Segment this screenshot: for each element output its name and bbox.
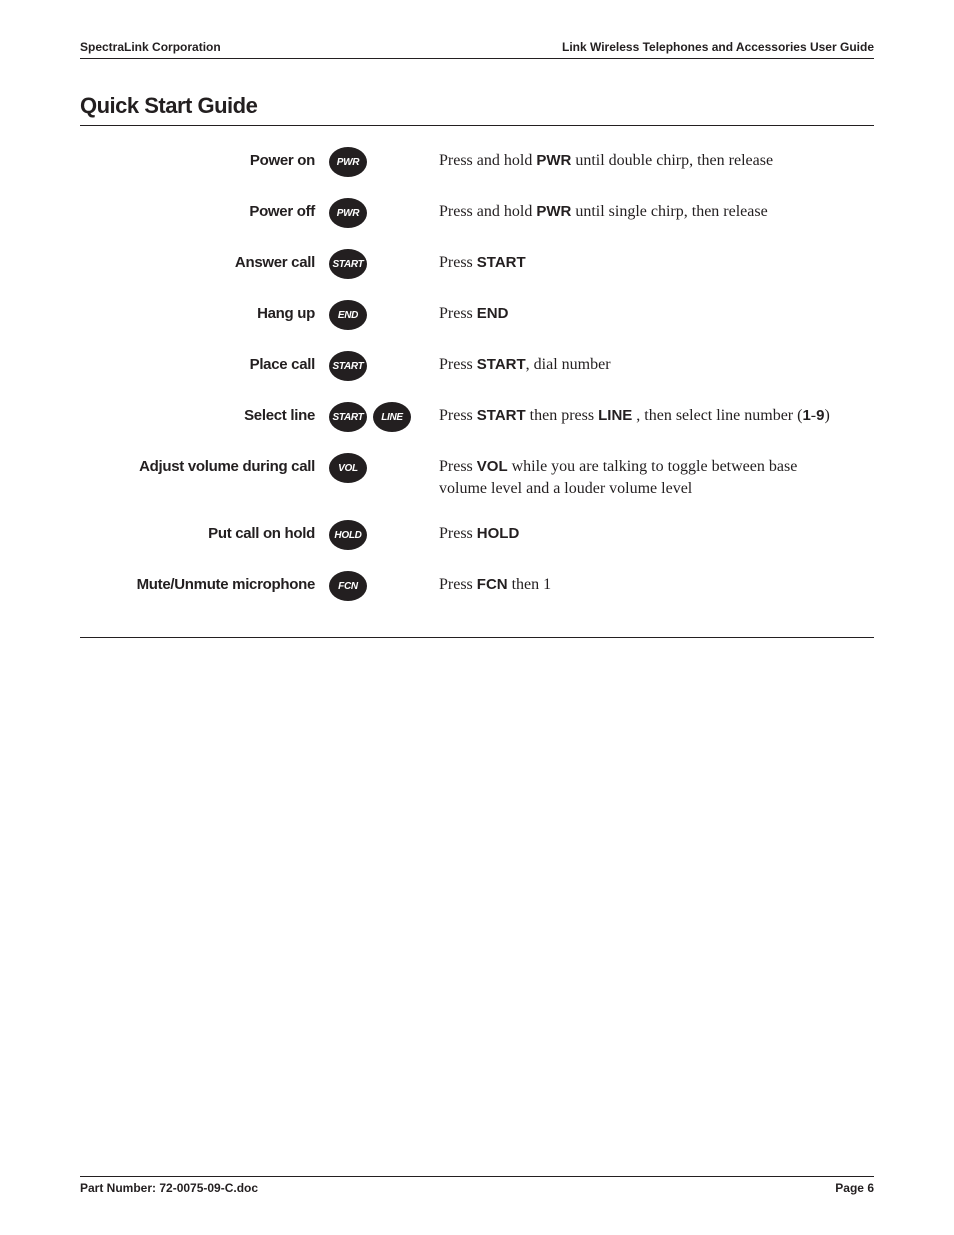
hold-key-icon: HOLD [329,520,367,550]
guide-row: Put call on hold HOLD Press HOLD [80,517,874,550]
guide-row: Power off PWR Press and hold PWR until sin… [80,195,874,228]
start-key-icon: START [329,249,367,279]
action-label: Power off [80,195,315,220]
document-page: SpectraLink Corporation Link Wireless Te… [0,0,954,1235]
pwr-key-icon: PWR [329,147,367,177]
guide-row: Place call START Press START, dial number [80,348,874,381]
page-footer: Part Number: 72-0075-09-C.doc Page 6 [80,1176,874,1195]
instruction-text: Press END [439,297,874,325]
instruction-text: Press and hold PWR until single chirp, t… [439,195,874,223]
button-icons: START [315,246,439,279]
action-label: Adjust volume during call [80,450,315,475]
section-title: Quick Start Guide [80,93,874,126]
button-icons: STARTLINE [315,399,439,432]
instruction-text: Press START [439,246,874,274]
quick-start-table: Power on PWR Press and hold PWR until doub… [80,144,874,638]
instruction-text: Press START then press LINE , then selec… [439,399,874,427]
instruction-text: Press START, dial number [439,348,874,376]
guide-row: Mute/Unmute microphone FCN Press FCN then … [80,568,874,601]
guide-row: Power on PWR Press and hold PWR until doub… [80,144,874,177]
fcn-key-icon: FCN [329,571,367,601]
footer-part-number: Part Number: 72-0075-09-C.doc [80,1181,258,1195]
line-key-icon: LINE [373,402,411,432]
button-icons: END [315,297,439,330]
pwr-key-icon: PWR [329,198,367,228]
end-key-icon: END [329,300,367,330]
guide-row: Hang up END Press END [80,297,874,330]
guide-row: Adjust volume during call VOL Press VOL wh… [80,450,874,499]
guide-row: Select lineSTARTLINEPress START then pre… [80,399,874,432]
instruction-text: Press VOL while you are talking to toggl… [439,450,874,499]
instruction-text: Press FCN then 1 [439,568,874,596]
header-right: Link Wireless Telephones and Accessories… [562,40,874,54]
vol-key-icon: VOL [329,453,367,483]
instruction-text: Press HOLD [439,517,874,545]
start-key-icon: START [329,351,367,381]
action-label: Answer call [80,246,315,271]
instruction-text: Press and hold PWR until double chirp, t… [439,144,874,172]
button-icons: VOL [315,450,439,483]
footer-page-number: Page 6 [835,1181,874,1195]
button-icons: FCN [315,568,439,601]
action-label: Power on [80,144,315,169]
button-icons: PWR [315,144,439,177]
action-label: Place call [80,348,315,373]
page-header: SpectraLink Corporation Link Wireless Te… [80,40,874,59]
action-label: Hang up [80,297,315,322]
header-left: SpectraLink Corporation [80,40,221,54]
button-icons: START [315,348,439,381]
guide-row: Answer call START Press START [80,246,874,279]
action-label: Put call on hold [80,517,315,542]
button-icons: HOLD [315,517,439,550]
button-icons: PWR [315,195,439,228]
action-label: Mute/Unmute microphone [80,568,315,593]
action-label: Select line [80,399,315,424]
start-key-icon: START [329,402,367,432]
